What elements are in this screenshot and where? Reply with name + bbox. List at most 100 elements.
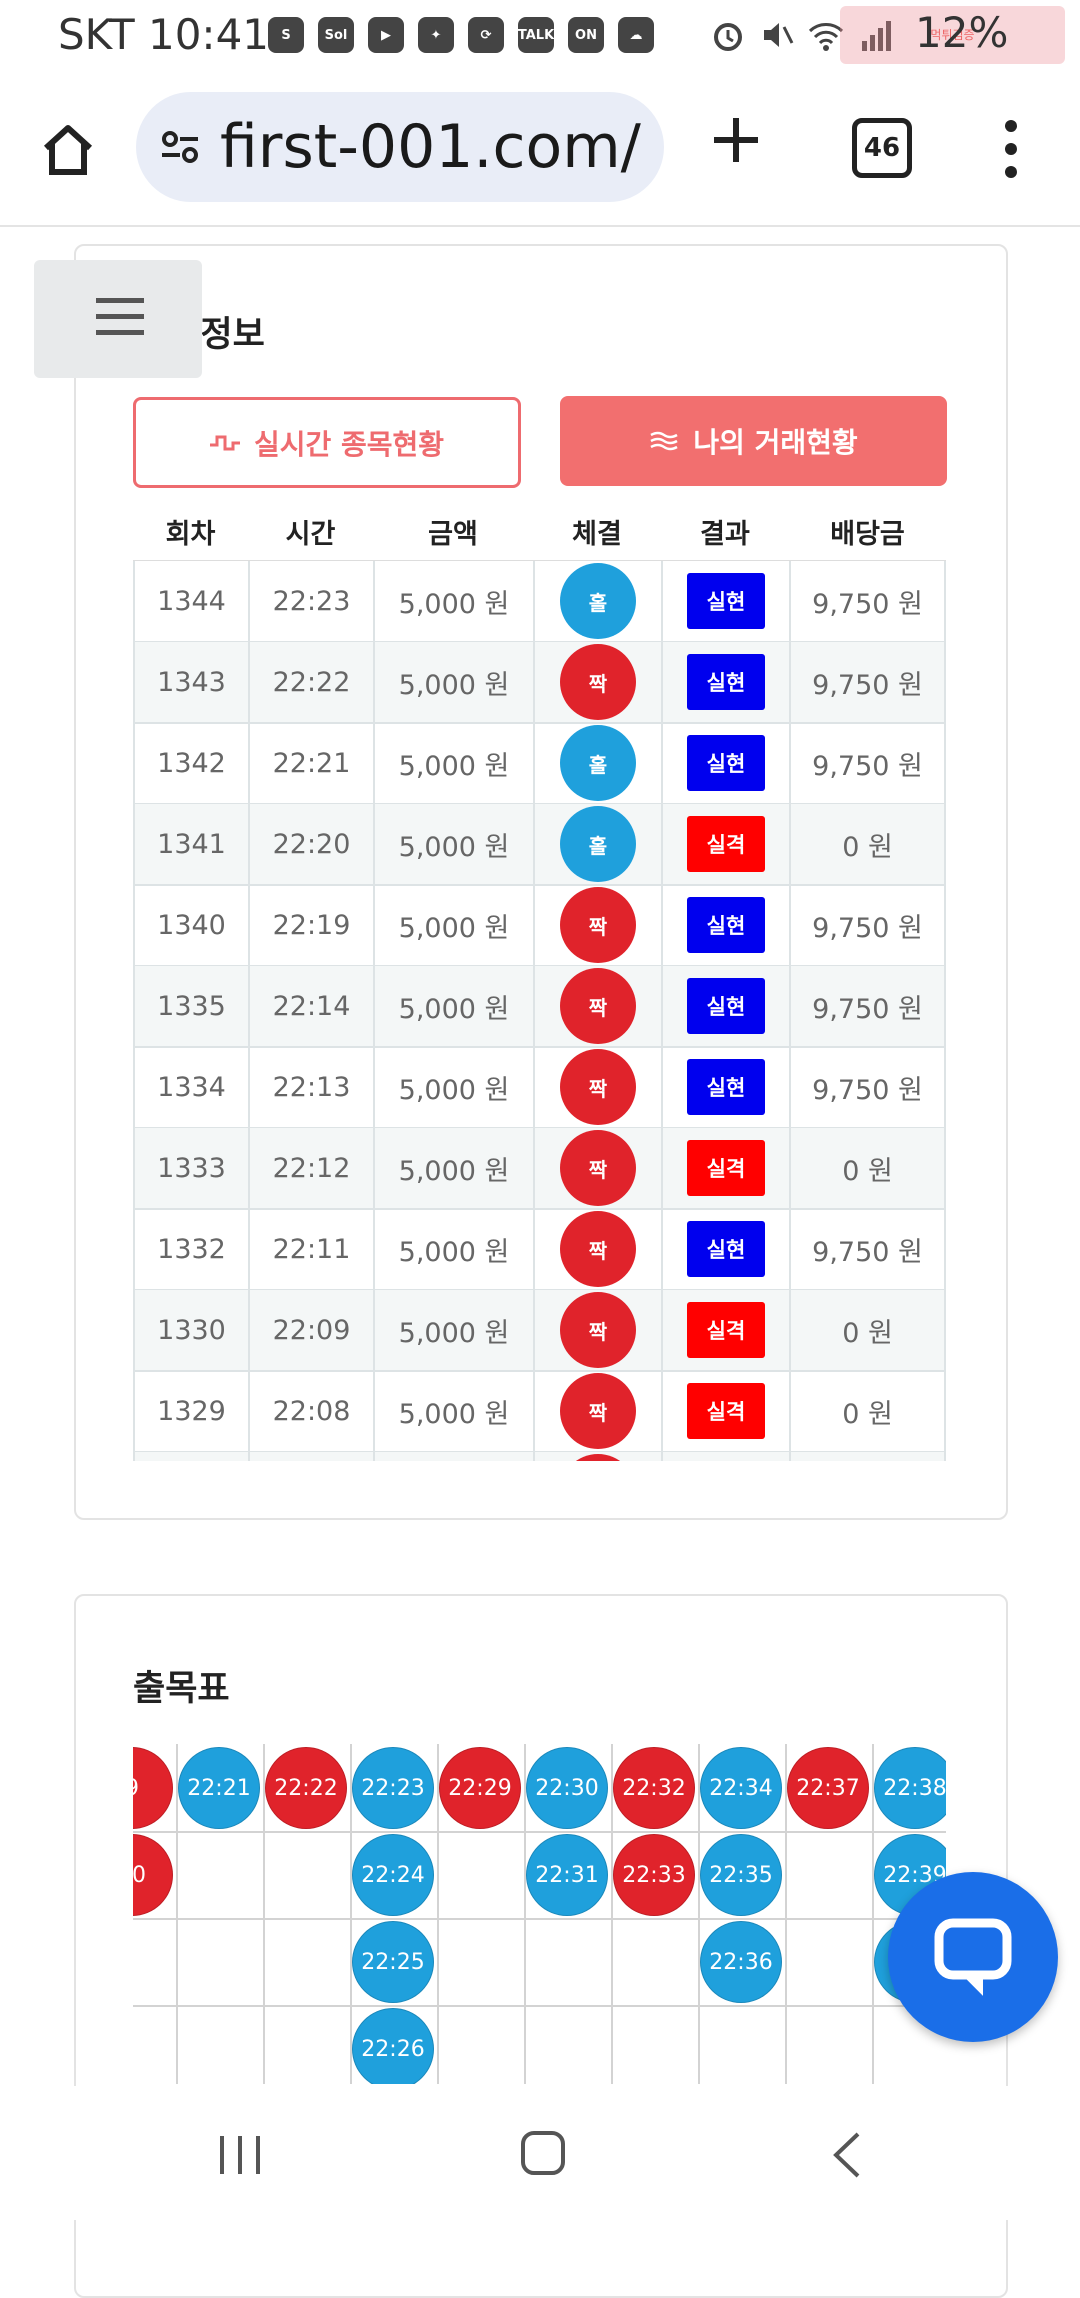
more-menu-icon[interactable] bbox=[996, 114, 1026, 184]
chat-button[interactable] bbox=[888, 1872, 1058, 2042]
cell-pick: 짝 bbox=[533, 885, 661, 965]
result-badge: 실현 bbox=[687, 654, 765, 710]
board-ball: 22:30 bbox=[526, 1747, 608, 1829]
cell-pick: 홀 bbox=[533, 723, 661, 803]
cell-amount: 5,000 원 bbox=[373, 804, 533, 884]
tab-count: 46 bbox=[863, 133, 901, 163]
cell-amount: 5,000 원 bbox=[373, 966, 533, 1046]
pick-ball: 홀 bbox=[560, 806, 636, 882]
notification-icon: ☁ bbox=[618, 17, 654, 53]
table-row[interactable]: 1340 22:19 5,000 원 짝 실현 9,750 원 bbox=[133, 885, 946, 967]
notification-icon: ✦ bbox=[418, 17, 454, 53]
cell-payout: 0 원 bbox=[789, 1290, 946, 1370]
url-text[interactable]: first-001.com/ bbox=[220, 112, 641, 182]
cell-amount: 5,000 원 bbox=[373, 1290, 533, 1370]
board-ball: 22:21 bbox=[178, 1747, 260, 1829]
site-settings-icon[interactable] bbox=[158, 125, 202, 169]
cell-payout bbox=[789, 1452, 946, 1461]
result-board-title: 출목표 bbox=[133, 1669, 230, 1709]
chat-bubble-icon bbox=[934, 1918, 1012, 1996]
alarm-icon bbox=[714, 23, 742, 51]
pick-ball: 짝 bbox=[560, 968, 636, 1044]
table-row[interactable]: 1342 22:21 5,000 원 홀 실현 9,750 원 bbox=[133, 723, 946, 805]
grid-line bbox=[785, 1744, 787, 2084]
result-board-grid: 92022:2122:2222:2322:2422:2522:2622:2922… bbox=[133, 1744, 946, 2084]
result-badge: 실격 bbox=[687, 1302, 765, 1358]
trade-table-body[interactable]: 1344 22:23 5,000 원 홀 실현 9,750 원 1343 22:22 5,000… bbox=[133, 560, 946, 1461]
board-ball: 22:34 bbox=[700, 1747, 782, 1829]
cell-result: 실격 bbox=[661, 1290, 789, 1370]
result-badge: 실격 bbox=[687, 1140, 765, 1196]
table-row[interactable] bbox=[133, 1452, 946, 1461]
browser-toolbar: first-001.com/ 46 bbox=[0, 70, 1080, 227]
table-row[interactable]: 1343 22:22 5,000 원 짝 실현 9,750 원 bbox=[133, 642, 946, 724]
cell-round: 1341 bbox=[133, 804, 248, 884]
notification-icon: ▶ bbox=[368, 17, 404, 53]
notification-icon: ⟳ bbox=[468, 17, 504, 53]
result-badge: 실현 bbox=[687, 573, 765, 629]
cell-payout: 9,750 원 bbox=[789, 642, 946, 722]
table-row[interactable]: 1341 22:20 5,000 원 홀 실격 0 원 bbox=[133, 804, 946, 886]
watermark-logo: 먹튀검증 bbox=[840, 6, 1065, 64]
cell-time: 22:22 bbox=[248, 642, 373, 722]
cell-time: 22:08 bbox=[248, 1371, 373, 1451]
table-row[interactable]: 1329 22:08 5,000 원 짝 실격 0 원 bbox=[133, 1371, 946, 1453]
cell-result: 실격 bbox=[661, 1128, 789, 1208]
cell-result: 실현 bbox=[661, 642, 789, 722]
address-bar[interactable]: first-001.com/ bbox=[136, 92, 664, 202]
system-nav-bar bbox=[0, 2086, 1080, 2220]
cell-time: 22:13 bbox=[248, 1047, 373, 1127]
recent-apps-icon[interactable] bbox=[218, 2134, 264, 2176]
cell-amount: 5,000 원 bbox=[373, 1047, 533, 1127]
my-trades-label: 나의 거래현황 bbox=[693, 426, 858, 459]
realtime-status-label: 실시간 종목현황 bbox=[253, 427, 445, 461]
cell-amount: 5,000 원 bbox=[373, 885, 533, 965]
table-row[interactable]: 1344 22:23 5,000 원 홀 실현 9,750 원 bbox=[133, 561, 946, 643]
new-tab-icon[interactable] bbox=[706, 110, 766, 170]
grid-line bbox=[176, 1744, 178, 2084]
cell-pick: 짝 bbox=[533, 966, 661, 1046]
nav-home-icon[interactable] bbox=[520, 2130, 566, 2176]
table-row[interactable]: 1332 22:11 5,000 원 짝 실현 9,750 원 bbox=[133, 1209, 946, 1291]
grid-line bbox=[872, 1744, 874, 2084]
board-ball: 22:32 bbox=[613, 1747, 695, 1829]
status-bar: SKT 10:41 S Sol ▶ ✦ ⟳ TALK ON ☁ 먹튀검증 12% bbox=[0, 0, 1080, 70]
board-ball: 22:33 bbox=[613, 1834, 695, 1916]
table-row[interactable]: 1333 22:12 5,000 원 짝 실격 0 원 bbox=[133, 1128, 946, 1210]
cell-round: 1344 bbox=[133, 561, 248, 641]
cell-round: 1334 bbox=[133, 1047, 248, 1127]
result-badge: 실현 bbox=[687, 978, 765, 1034]
cell-round: 1329 bbox=[133, 1371, 248, 1451]
table-row[interactable]: 1334 22:13 5,000 원 짝 실현 9,750 원 bbox=[133, 1047, 946, 1129]
pick-ball: 짝 bbox=[560, 1130, 636, 1206]
cell-pick: 짝 bbox=[533, 642, 661, 722]
result-badge: 실현 bbox=[687, 735, 765, 791]
carrier-label: SKT bbox=[58, 10, 135, 59]
board-ball: 22:24 bbox=[352, 1834, 434, 1916]
cell-round: 1342 bbox=[133, 723, 248, 803]
nav-back-icon[interactable] bbox=[830, 2130, 864, 2180]
grid-line bbox=[350, 1744, 352, 2084]
table-row[interactable]: 1330 22:09 5,000 원 짝 실격 0 원 bbox=[133, 1290, 946, 1372]
board-ball: 22:23 bbox=[352, 1747, 434, 1829]
table-row[interactable]: 1335 22:14 5,000 원 짝 실현 9,750 원 bbox=[133, 966, 946, 1048]
mute-icon bbox=[764, 23, 794, 47]
cell-round: 1343 bbox=[133, 642, 248, 722]
realtime-status-button[interactable]: 실시간 종목현황 bbox=[133, 397, 521, 488]
tab-switcher-button[interactable]: 46 bbox=[852, 118, 912, 178]
cell-amount: 5,000 원 bbox=[373, 1128, 533, 1208]
board-ball: 22:37 bbox=[787, 1747, 869, 1829]
hamburger-icon[interactable] bbox=[96, 296, 144, 338]
board-ball: 22:29 bbox=[439, 1747, 521, 1829]
result-badge: 실현 bbox=[687, 1059, 765, 1115]
col-time: 시간 bbox=[285, 519, 336, 550]
home-icon[interactable] bbox=[38, 120, 98, 180]
cell-time: 22:09 bbox=[248, 1290, 373, 1370]
cell-result: 실격 bbox=[661, 804, 789, 884]
board-ball: 22:36 bbox=[700, 1921, 782, 2003]
status-carrier-time: SKT 10:41 bbox=[58, 10, 269, 59]
cell-time: 22:23 bbox=[248, 561, 373, 641]
my-trades-button[interactable]: 나의 거래현황 bbox=[560, 396, 947, 486]
grid-line bbox=[133, 1831, 946, 1833]
col-round: 회차 bbox=[165, 519, 216, 550]
